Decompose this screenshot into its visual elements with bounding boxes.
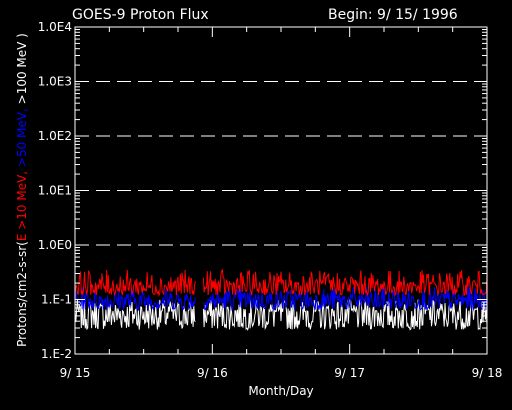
x-axis-title: Month/Day bbox=[248, 384, 313, 398]
x-axis: 9/ 15 9/ 16 9/ 17 9/ 18 bbox=[60, 27, 503, 380]
series-line bbox=[74, 299, 196, 331]
begin-date-label: Begin: 9/ 15/ 1996 bbox=[328, 7, 458, 23]
y-axis-title-part: E >10 MeV, bbox=[15, 167, 29, 241]
x-tick-label: 9/ 18 bbox=[472, 366, 503, 380]
y-tick-label: 1.0E2 bbox=[38, 129, 72, 143]
y-tick-label: 1.0E1 bbox=[38, 184, 72, 198]
y-axis-title: Protons/cm2-s-sr(E >10 MeV, >50 MeV, >10… bbox=[15, 33, 29, 347]
y-axis-title-part: Protons/cm2-s-sr( bbox=[15, 241, 29, 347]
threshold-lines bbox=[75, 81, 487, 246]
series-line bbox=[74, 269, 196, 298]
y-tick-label: 1.E-1 bbox=[41, 293, 72, 307]
series-line bbox=[202, 268, 488, 297]
x-tick-label: 9/ 15 bbox=[60, 366, 91, 380]
y-tick-label: 1.E-2 bbox=[41, 347, 72, 361]
y-tick-label: 1.0E4 bbox=[38, 20, 72, 34]
x-tick-label: 9/ 17 bbox=[334, 366, 365, 380]
x-tick-label: 9/ 16 bbox=[197, 366, 228, 380]
y-axis: 1.E-2 1.E-1 1.0E0 1.0E1 1.0E2 1.0E3 1.0E4 bbox=[38, 20, 487, 361]
data-series bbox=[74, 268, 488, 331]
y-axis-title-part: >100 MeV ) bbox=[15, 33, 29, 104]
y-tick-label: 1.0E3 bbox=[38, 75, 72, 89]
y-tick-label: 1.0E0 bbox=[38, 238, 72, 252]
chart-title: GOES-9 Proton Flux bbox=[72, 7, 209, 23]
y-axis-title-part: >50 MeV, bbox=[15, 104, 29, 167]
series-line bbox=[202, 287, 488, 312]
